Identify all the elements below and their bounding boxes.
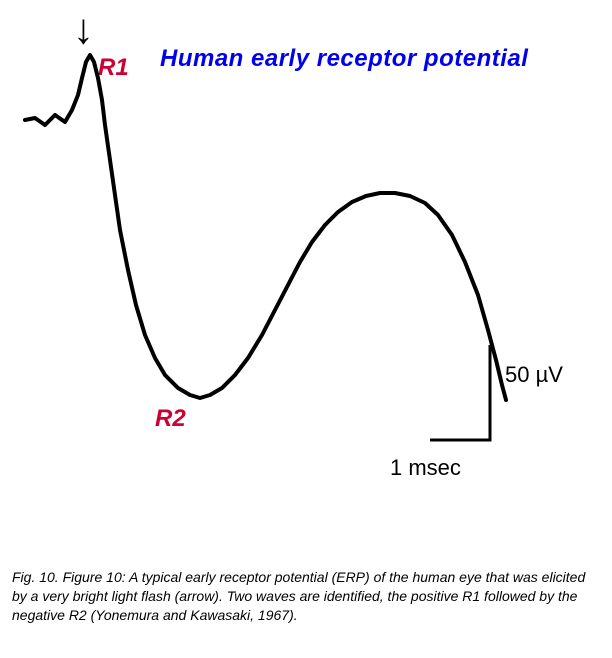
scale-time-label: 1 msec [390,455,461,481]
erp-trace-chart [0,0,612,560]
figure-caption: Fig. 10. Figure 10: A typical early rece… [12,568,600,625]
scale-bar-L [430,345,490,440]
scale-voltage-label: 50 µV [505,362,563,388]
figure-panel: ↓ Human early receptor potential R1 R2 5… [0,0,612,560]
scale-bar [430,340,540,450]
